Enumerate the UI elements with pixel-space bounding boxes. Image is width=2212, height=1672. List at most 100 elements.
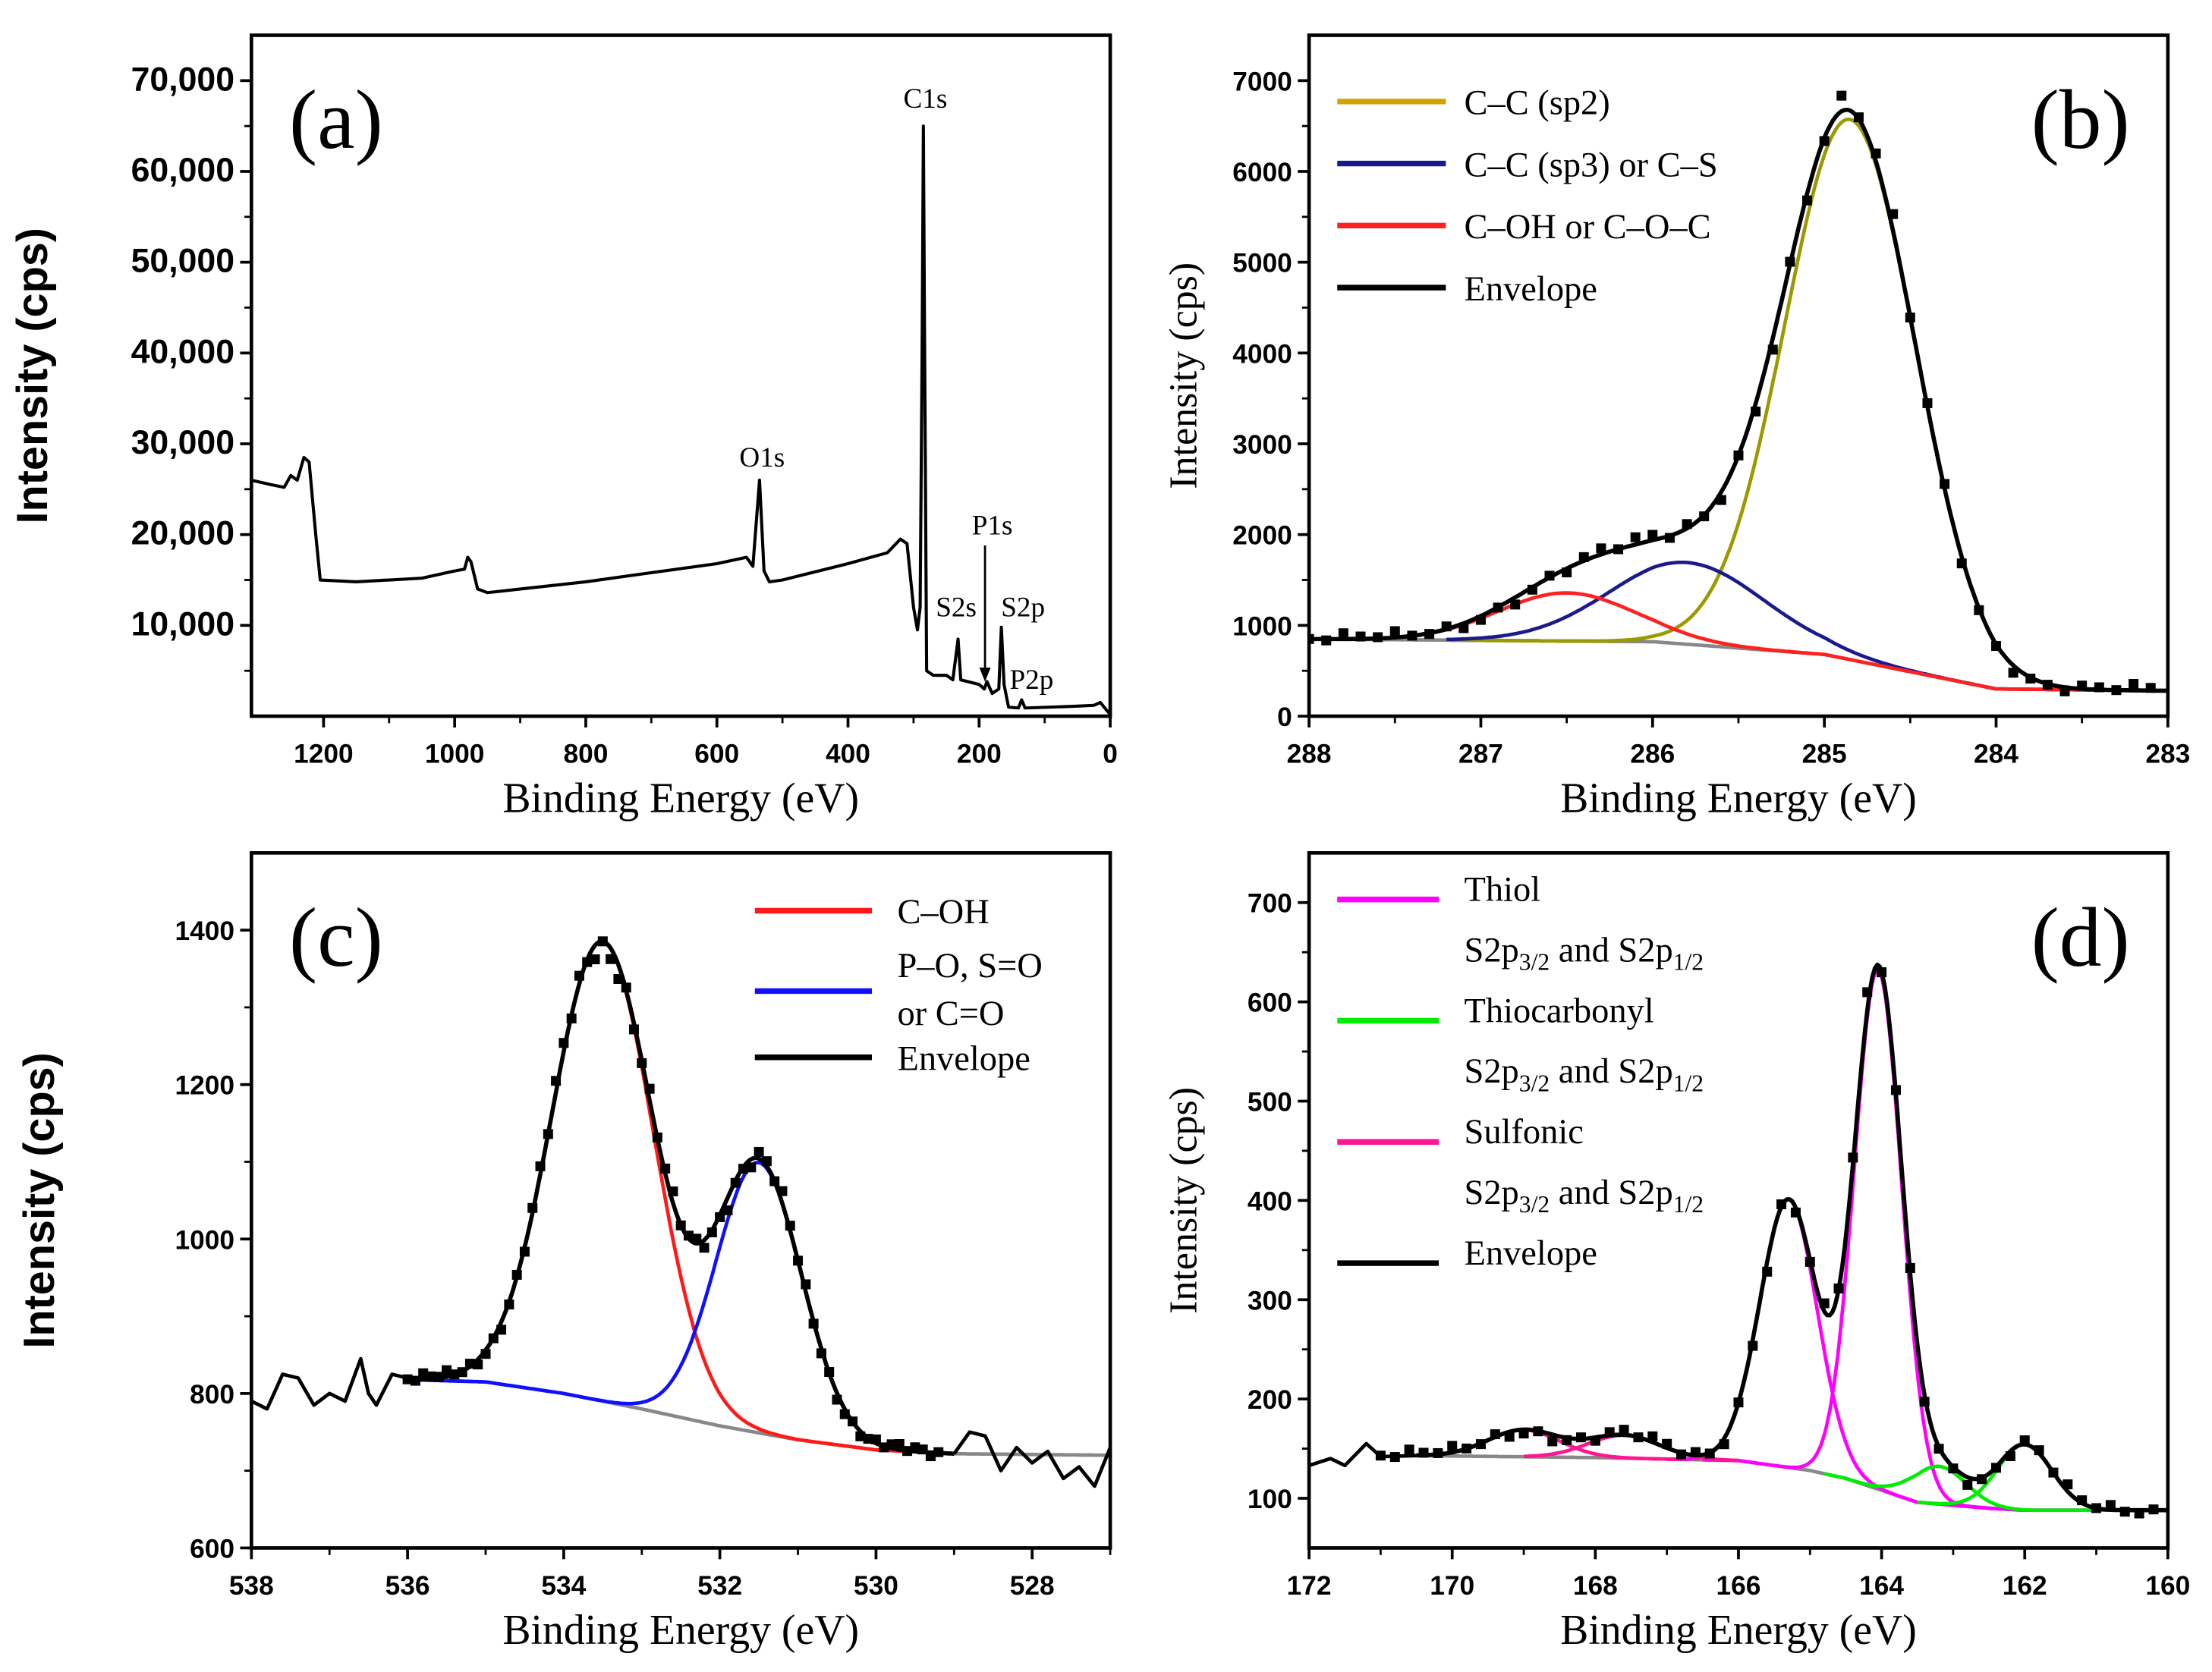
- y-tick-label: 7000: [1232, 67, 1292, 96]
- legend-sublabel-part: and S2p: [1550, 1174, 1673, 1212]
- y-tick-label: 40,000: [131, 333, 234, 370]
- data-point: [1578, 552, 1589, 562]
- y-axis-label: Intensity (cps): [1162, 1087, 1205, 1314]
- x-axis-label: Binding Energy (eV): [1560, 1607, 1917, 1654]
- x-axis-label: Binding Energy (eV): [502, 775, 859, 822]
- x-tick-label: 600: [694, 739, 739, 768]
- plot-frame: [1307, 33, 2170, 718]
- data-point: [1767, 344, 1778, 355]
- data-point: [1475, 614, 1486, 625]
- data-point: [832, 1394, 842, 1405]
- panel-label: (c): [289, 891, 383, 985]
- x-tick-label: 536: [385, 1571, 430, 1601]
- plot-frame: [250, 850, 1112, 1550]
- data-point: [1956, 558, 1967, 569]
- panel-a: 1200 1000 800 600 400 200 0 10,000 20,000 30,000 4…: [8, 33, 1118, 822]
- data-point: [1762, 1266, 1773, 1277]
- x-axis-label: Binding Energy (eV): [1560, 775, 1917, 822]
- data-point: [2025, 673, 2036, 684]
- data-point: [706, 1227, 717, 1237]
- component-line: [407, 940, 955, 1456]
- data-point: [1905, 313, 1915, 323]
- subscript: 1/2: [1673, 1070, 1704, 1096]
- data-point: [1848, 1152, 1858, 1163]
- legend-label: Envelope: [1465, 270, 1597, 309]
- plot-frame: [250, 33, 1112, 718]
- background-line: [1416, 1454, 2168, 1512]
- data-point: [464, 1359, 475, 1369]
- data-point: [1309, 633, 1314, 644]
- data-point: [1699, 511, 1710, 522]
- data-point: [2008, 668, 2018, 678]
- plot-frame: [1307, 850, 2170, 1550]
- x-tick-label: 1000: [425, 739, 485, 768]
- panel-c: 538 536 534 532 530 528 600 800 1000 1200 1400 Bind…: [15, 850, 1112, 1654]
- x-tick-label: 283: [2145, 739, 2190, 768]
- x-tick-label: 534: [541, 1571, 586, 1601]
- legend-sublabel: S2p3/2 and S2p1/2: [1465, 931, 1704, 975]
- x-tick-label: 162: [2003, 1571, 2047, 1601]
- data-point: [879, 1442, 889, 1453]
- data-point: [746, 1162, 757, 1173]
- y-tick-label: 60,000: [131, 152, 234, 189]
- data-point: [449, 1369, 460, 1380]
- y-tick-label: 1400: [175, 916, 235, 946]
- peak-annotation: S2s: [936, 592, 977, 623]
- data-point: [473, 1359, 483, 1370]
- data-point: [715, 1212, 725, 1222]
- data-point: [1790, 1207, 1801, 1218]
- data-point: [660, 1163, 671, 1174]
- peak-annotation: P2p: [1009, 665, 1053, 696]
- data-point: [1375, 1450, 1386, 1461]
- background-line: [407, 1378, 1111, 1457]
- legend-sublabel-part: and S2p: [1550, 1052, 1673, 1091]
- plot-area: [251, 124, 1111, 715]
- data-point: [457, 1367, 467, 1378]
- data-point: [410, 1375, 420, 1386]
- data-point: [480, 1349, 491, 1359]
- data-point: [1389, 1452, 1400, 1463]
- component-line: [1823, 1464, 2097, 1512]
- data-point: [2129, 678, 2139, 689]
- data-point: [1990, 1463, 2001, 1473]
- legend-sublabel-part: S2p: [1465, 1052, 1519, 1091]
- y-tick-label: 1200: [175, 1071, 235, 1101]
- data-point: [785, 1221, 795, 1231]
- data-point: [1690, 1447, 1701, 1457]
- data-point: [769, 1176, 780, 1186]
- data-point: [910, 1442, 920, 1453]
- data-point: [496, 1325, 507, 1335]
- data-point: [1819, 136, 1830, 146]
- data-point: [1962, 1479, 1973, 1490]
- plot-area: [1309, 90, 2168, 696]
- data-point: [2005, 1450, 2015, 1462]
- legend-label: Thiol: [1465, 870, 1541, 909]
- x-tick-label: 538: [229, 1571, 274, 1601]
- x-tick-label: 0: [1103, 739, 1118, 768]
- data-point: [668, 1186, 678, 1196]
- panel-d: 172 170 168 166 164 162 160 100 200 300 400 500 600 7…: [1162, 850, 2190, 1654]
- legend-label: C–OH: [897, 893, 989, 932]
- data-point: [644, 1083, 655, 1094]
- data-point: [839, 1409, 850, 1419]
- data-point: [808, 1318, 819, 1329]
- data-point: [933, 1447, 944, 1457]
- data-point: [1633, 1432, 1644, 1443]
- data-point: [1802, 195, 1813, 206]
- data-point: [902, 1446, 913, 1457]
- y-axis-label: Intensity (cps): [8, 228, 57, 523]
- x-tick-label: 287: [1458, 739, 1503, 768]
- data-point: [1547, 1436, 1558, 1447]
- data-point: [1338, 628, 1348, 639]
- legend-sublabel-part: S2p: [1465, 1174, 1519, 1212]
- y-tick-label: 2000: [1232, 521, 1292, 551]
- y-tick-label: 700: [1248, 889, 1292, 919]
- y-tick-label: 1000: [1232, 611, 1292, 641]
- legend-label: P–O, S=O: [897, 947, 1042, 985]
- data-point: [2077, 680, 2088, 691]
- data-point: [1871, 148, 1881, 159]
- data-point: [2091, 1503, 2102, 1513]
- y-tick-label: 50,000: [131, 243, 234, 280]
- y-tick-label: 6000: [1232, 158, 1292, 187]
- y-tick-label: 20,000: [131, 515, 234, 552]
